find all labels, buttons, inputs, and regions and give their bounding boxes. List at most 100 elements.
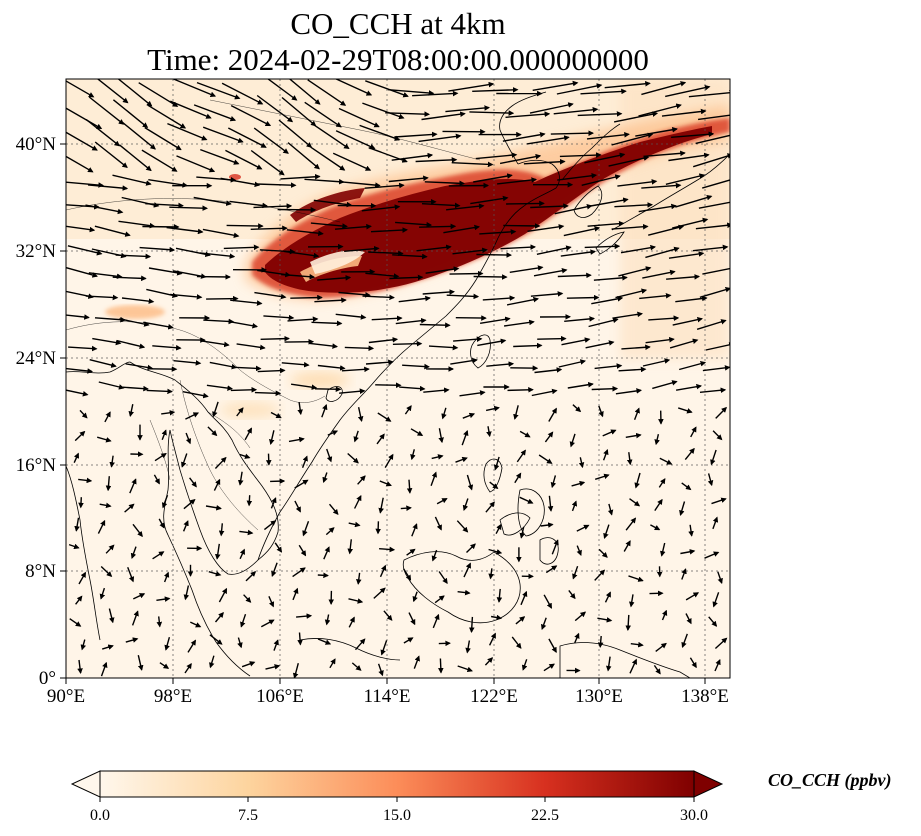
wind-arrow xyxy=(394,131,438,138)
wind-arrow xyxy=(221,82,264,105)
wind-arrow xyxy=(348,598,364,604)
wind-arrow xyxy=(230,387,258,393)
wind-arrow xyxy=(424,180,465,187)
wind-arrow xyxy=(78,477,93,484)
wind-arrow xyxy=(357,407,364,422)
wind-arrow xyxy=(699,387,727,394)
wind-arrow xyxy=(99,502,112,509)
wind-arrow xyxy=(653,665,661,675)
wind-arrow xyxy=(661,108,707,117)
wind-arrow xyxy=(324,614,331,626)
wind-arrow xyxy=(365,272,400,279)
wind-arrow xyxy=(335,313,367,320)
wind-arrow xyxy=(185,432,192,445)
colorbar-extend-max xyxy=(693,770,724,798)
wind-arrow xyxy=(486,426,492,438)
wind-arrow xyxy=(578,457,585,469)
wind-arrow xyxy=(465,640,471,654)
wind-arrow xyxy=(298,544,307,557)
map-frame xyxy=(65,78,731,679)
wind-arrow xyxy=(344,345,375,352)
wind-arrow xyxy=(449,270,484,277)
wind-arrow xyxy=(302,520,310,537)
wind-arrow xyxy=(370,227,409,233)
wind-arrow xyxy=(270,411,282,419)
wind-arrow xyxy=(100,661,108,677)
wind-arrow xyxy=(383,610,393,621)
wind-arrow xyxy=(421,202,461,209)
wind-arrow xyxy=(142,224,180,230)
wind-arrow xyxy=(270,497,277,509)
wind-arrow xyxy=(462,498,469,511)
wind-arrow xyxy=(207,426,218,437)
x-tick-label: 106°E xyxy=(256,686,304,707)
wind-arrow xyxy=(214,543,221,560)
wind-arrow xyxy=(193,104,237,122)
wind-arrow xyxy=(245,571,257,582)
wind-arrow xyxy=(133,593,146,600)
wind-arrow xyxy=(558,359,586,368)
wind-arrow xyxy=(580,88,627,95)
wind-arrow xyxy=(597,617,613,623)
wind-arrow xyxy=(288,79,321,105)
wind-arrow xyxy=(66,367,94,374)
wind-arrow xyxy=(511,636,522,649)
wind-arrow xyxy=(301,455,308,468)
wind-arrow xyxy=(577,111,623,117)
wind-arrow xyxy=(520,590,528,606)
wind-arrow xyxy=(513,342,543,349)
wind-arrow xyxy=(241,661,256,668)
wind-arrow xyxy=(547,495,554,512)
wind-arrow xyxy=(574,611,587,622)
wind-arrow xyxy=(263,314,295,321)
wind-arrow xyxy=(557,272,592,279)
wind-arrow xyxy=(85,118,121,147)
wind-arrow xyxy=(404,405,412,415)
wind-arrow xyxy=(544,431,554,443)
wind-arrow xyxy=(296,613,313,619)
wind-arrow xyxy=(692,153,730,168)
wind-arrow xyxy=(379,480,392,487)
wind-arrow xyxy=(250,149,285,176)
wind-arrow xyxy=(361,204,401,212)
wind-arrow xyxy=(154,452,167,462)
wind-arrow xyxy=(281,96,317,127)
wind-arrow xyxy=(675,383,703,391)
wind-arrow xyxy=(434,516,442,531)
wind-arrow xyxy=(485,501,495,513)
wind-arrow xyxy=(639,292,672,300)
wind-arrow xyxy=(559,152,602,158)
wind-arrow xyxy=(533,267,568,277)
wind-arrow xyxy=(712,592,720,608)
y-tick-label: 0° xyxy=(39,668,56,689)
colorbar-gradient xyxy=(99,770,695,798)
wind-arrow xyxy=(246,495,253,507)
wind-arrow xyxy=(509,265,544,273)
wind-arrow xyxy=(588,317,619,328)
wind-arrow xyxy=(317,638,332,645)
wind-arrow xyxy=(459,390,486,397)
wind-arrow xyxy=(78,571,87,585)
wind-arrow xyxy=(611,132,654,146)
wind-arrow xyxy=(650,524,661,531)
y-tick-label: 32°N xyxy=(16,241,57,262)
wind-arrow xyxy=(254,291,287,300)
wind-arrow xyxy=(287,142,320,170)
wind-arrow xyxy=(297,632,303,646)
wind-arrow xyxy=(648,224,685,236)
wind-arrow xyxy=(629,498,641,507)
wind-arrow xyxy=(645,246,680,259)
wind-arrow xyxy=(446,203,485,211)
wind-arrow xyxy=(153,474,160,485)
wind-arrow xyxy=(253,127,289,154)
wind-arrow xyxy=(77,659,83,675)
wind-arrow xyxy=(378,497,384,514)
wind-arrow xyxy=(438,571,448,585)
wind-arrow xyxy=(489,481,499,489)
wind-arrow xyxy=(327,430,339,436)
wind-arrow xyxy=(411,523,418,537)
x-tick-label: 122°E xyxy=(470,686,518,707)
wind-arrow xyxy=(313,199,353,208)
wind-arrow xyxy=(379,564,387,578)
wind-arrow xyxy=(389,274,424,281)
